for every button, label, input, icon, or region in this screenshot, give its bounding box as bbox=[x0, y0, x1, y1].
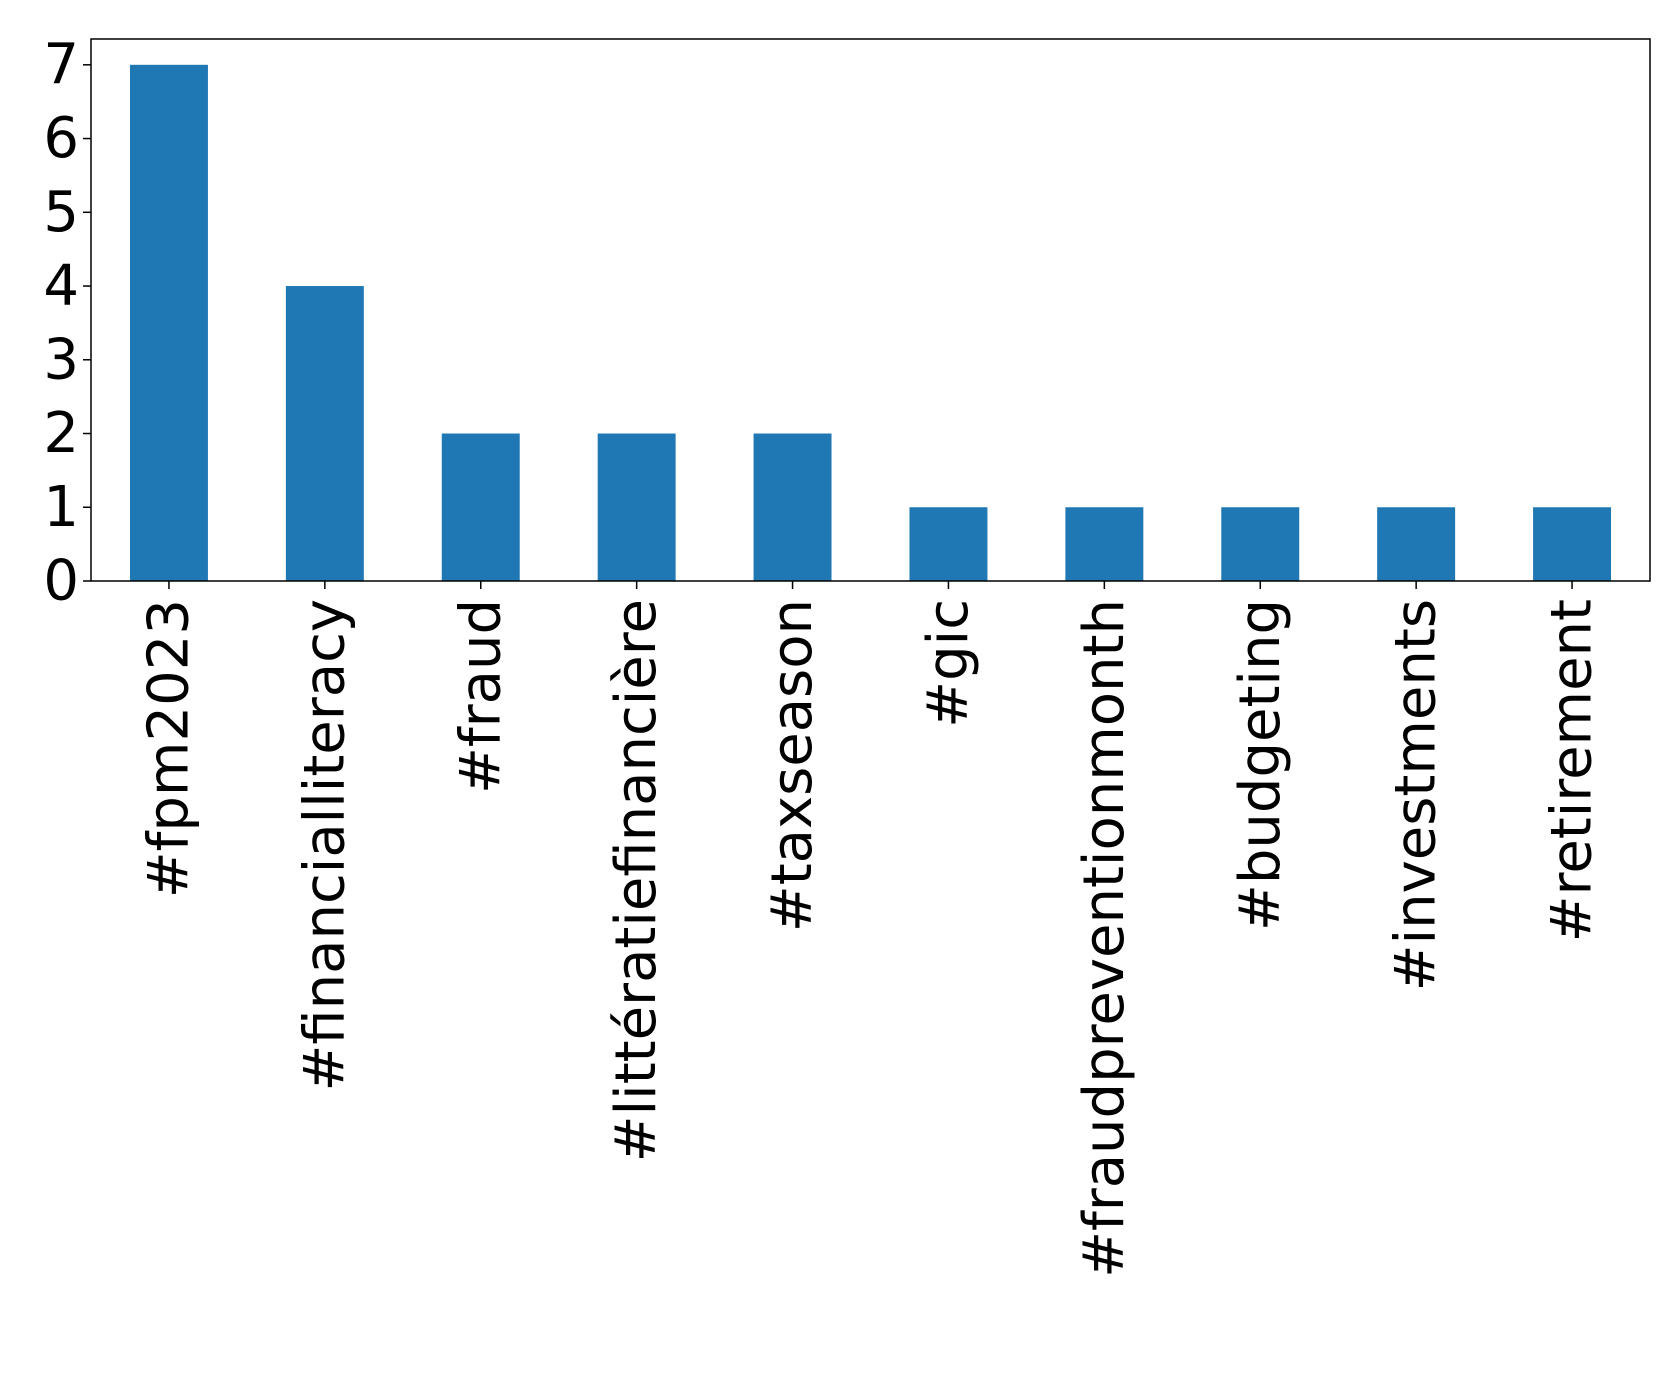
bar-fraud bbox=[441, 433, 520, 581]
bar-investments bbox=[1377, 507, 1456, 581]
x-axis: #fpm2023 #financialliteracy #fraud #littéra… bbox=[136, 581, 1605, 1278]
x-tick-label: #fraud bbox=[448, 599, 513, 794]
x-tick-label: #budgeting bbox=[1228, 599, 1293, 931]
x-tick-label: #littératiefinancière bbox=[604, 599, 669, 1162]
y-tick-label: 0 bbox=[43, 549, 79, 614]
y-tick-label: 4 bbox=[43, 254, 79, 319]
y-tick-label: 1 bbox=[43, 475, 79, 540]
x-tick-label: #investments bbox=[1384, 599, 1449, 991]
bar-taxseason bbox=[753, 433, 832, 581]
x-tick-label: #taxseason bbox=[760, 599, 825, 932]
y-tick-label: 2 bbox=[43, 401, 79, 466]
x-tick-label: #retirement bbox=[1540, 599, 1605, 942]
y-tick-label: 6 bbox=[43, 106, 79, 171]
x-tick-label: #fraudpreventionmonth bbox=[1072, 599, 1137, 1278]
x-tick-label: #gic bbox=[916, 599, 981, 728]
y-tick-label: 7 bbox=[43, 32, 79, 97]
x-tick-label: #financialliteracy bbox=[292, 599, 357, 1092]
bar-littratiefinancire bbox=[597, 433, 676, 581]
bar-fraudpreventionmonth bbox=[1065, 507, 1144, 581]
y-axis: 0 1 2 3 4 5 6 7 bbox=[43, 32, 91, 614]
bars-group bbox=[129, 64, 1612, 582]
bar-gic bbox=[909, 507, 988, 581]
bar-budgeting bbox=[1221, 507, 1300, 581]
bar-fpm2023 bbox=[129, 64, 208, 582]
x-tick-label: #fpm2023 bbox=[136, 599, 201, 898]
bar-financialliteracy bbox=[285, 286, 364, 581]
y-tick-label: 5 bbox=[43, 180, 79, 245]
bar-retirement bbox=[1533, 507, 1612, 581]
y-tick-label: 3 bbox=[43, 327, 79, 392]
plot-frame bbox=[90, 38, 1651, 582]
